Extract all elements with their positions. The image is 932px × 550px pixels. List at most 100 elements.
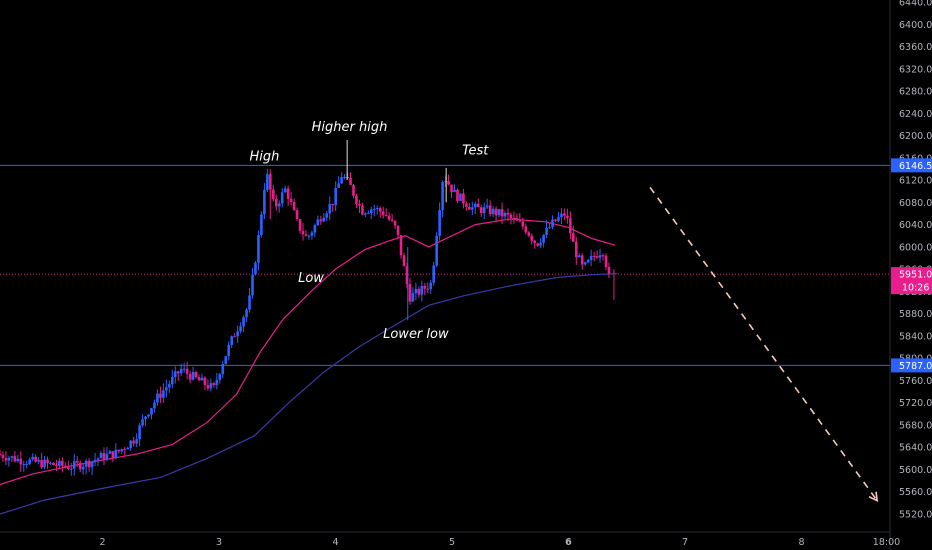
candle	[322, 217, 326, 222]
candle	[251, 274, 254, 296]
candle	[485, 205, 489, 208]
candle	[224, 356, 228, 365]
projection-arrow-line[interactable]	[649, 186, 878, 502]
candle	[352, 184, 355, 196]
candle	[583, 262, 587, 265]
annotation-label: Lower low	[383, 327, 449, 342]
candle	[16, 458, 20, 462]
candle	[405, 266, 409, 285]
candle	[289, 198, 293, 202]
candle	[277, 203, 281, 207]
candle	[497, 209, 501, 216]
candle	[156, 393, 159, 403]
x-tick-label: 2	[99, 537, 105, 548]
candle	[408, 284, 412, 302]
candle	[1, 454, 5, 459]
candle	[108, 451, 112, 454]
candle	[283, 188, 287, 193]
candle	[539, 242, 542, 246]
candle	[328, 203, 332, 214]
y-tick-label: 6080.0	[899, 198, 932, 209]
candle	[319, 219, 323, 222]
candle	[572, 233, 575, 242]
candle	[500, 209, 504, 217]
candle	[577, 255, 581, 258]
candle	[367, 212, 370, 214]
y-tick-label: 6320.0	[899, 64, 932, 75]
candle	[10, 456, 14, 458]
candle	[280, 192, 284, 204]
candle	[459, 193, 462, 201]
candle	[13, 456, 17, 462]
moving-average-fast-line	[0, 218, 616, 486]
candle	[212, 383, 216, 385]
candle	[450, 184, 453, 193]
candle	[325, 213, 329, 218]
candle	[78, 462, 82, 470]
candle	[260, 214, 263, 236]
candle	[384, 215, 388, 217]
candle	[601, 255, 605, 257]
current-price-tag	[891, 267, 932, 295]
candle	[533, 240, 536, 244]
candle	[120, 449, 124, 452]
candle	[203, 377, 207, 386]
candle	[429, 282, 433, 290]
candle	[387, 215, 391, 220]
candle	[358, 203, 361, 206]
candle	[99, 452, 103, 459]
candle	[370, 209, 373, 213]
candle	[292, 201, 296, 211]
candle	[182, 368, 186, 370]
candle	[310, 232, 314, 236]
candle	[0, 453, 2, 455]
candle	[227, 344, 231, 357]
candle	[536, 243, 539, 246]
x-tick-label: 7	[682, 537, 688, 548]
x-tick-label: 3	[216, 537, 222, 548]
candle	[462, 193, 465, 204]
candle	[114, 449, 118, 459]
projection-arrowhead-icon	[868, 491, 879, 502]
y-tick-label: 5680.0	[899, 420, 932, 431]
candle	[417, 288, 421, 295]
candle	[28, 459, 32, 464]
candle	[364, 213, 367, 215]
y-tick-label: 5720.0	[899, 398, 932, 409]
candle	[159, 393, 162, 398]
candle	[257, 235, 260, 263]
candle	[274, 198, 278, 207]
price-tag-label: 5787.0	[899, 361, 932, 372]
candle	[334, 187, 337, 206]
candle	[530, 235, 534, 241]
candle	[307, 235, 311, 237]
candle	[165, 387, 168, 391]
candle	[138, 425, 141, 440]
candle	[67, 466, 70, 470]
candle	[414, 288, 418, 294]
candle	[206, 385, 210, 389]
candle	[144, 416, 147, 420]
candle	[168, 384, 171, 388]
candle	[521, 221, 525, 227]
candle	[22, 464, 26, 466]
candle	[93, 459, 97, 462]
candle	[378, 208, 382, 212]
candle	[476, 203, 480, 208]
y-tick-label: 6360.0	[899, 42, 932, 53]
candle	[494, 208, 498, 216]
candle	[560, 213, 563, 218]
candle	[49, 462, 52, 464]
candle	[545, 227, 548, 235]
candle	[150, 408, 153, 415]
candle	[420, 285, 424, 295]
x-tick-label: 6	[565, 537, 572, 548]
x-tick-label: 8	[798, 537, 804, 548]
candle	[233, 336, 236, 338]
candle	[482, 207, 486, 214]
candle	[435, 235, 438, 266]
candle	[313, 225, 317, 233]
candle	[607, 266, 611, 275]
candle	[509, 214, 513, 218]
